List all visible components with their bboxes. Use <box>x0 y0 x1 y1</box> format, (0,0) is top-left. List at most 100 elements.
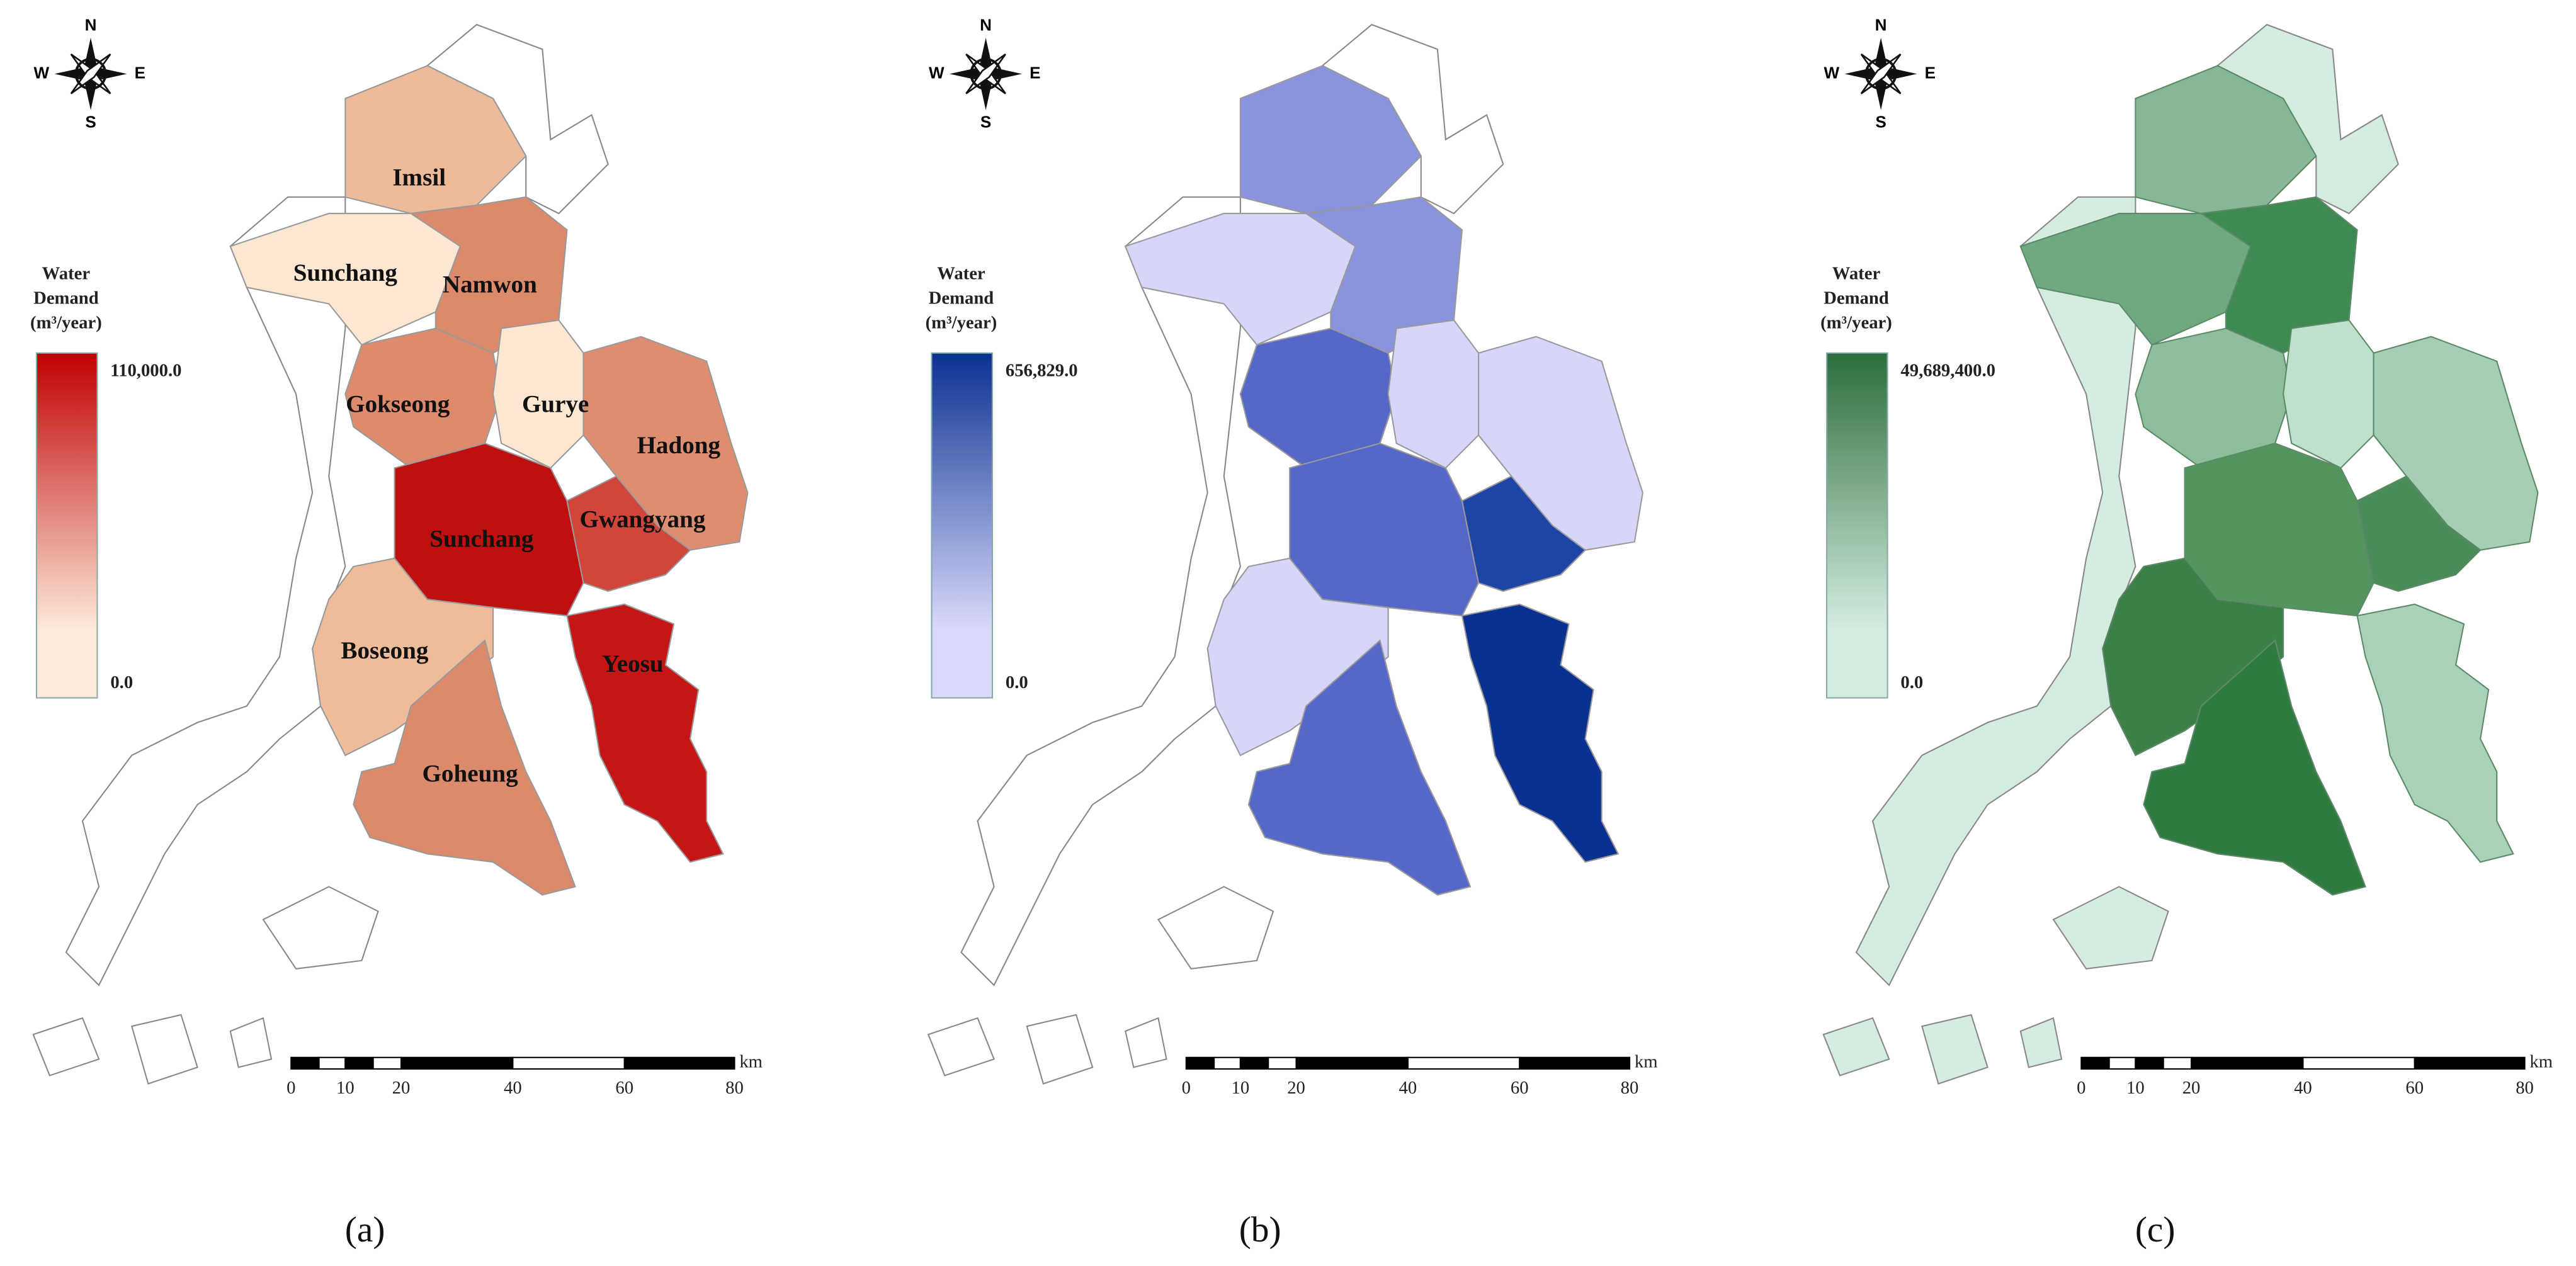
legend-min: 0.0 <box>1900 672 1923 692</box>
district <box>1247 639 1472 896</box>
caption: (c) <box>2135 1210 2176 1250</box>
compass-label: E <box>135 63 145 82</box>
legend-max: 110,000.0 <box>110 360 181 380</box>
compass-label: E <box>1030 63 1040 82</box>
region-label: Sunchang <box>293 259 398 286</box>
district <box>1461 603 1620 863</box>
compass-label: N <box>85 16 97 35</box>
coast-outline <box>960 196 1241 986</box>
scale-segment <box>2135 1056 2164 1070</box>
scale-label: 60 <box>615 1078 633 1098</box>
coast-outline <box>262 886 379 970</box>
scale-label: 80 <box>1621 1078 1639 1098</box>
scale-unit: km <box>2529 1051 2553 1071</box>
district <box>492 319 584 469</box>
scale-label: 20 <box>1287 1078 1305 1098</box>
district <box>1478 336 1643 551</box>
legend-max: 49,689,400.0 <box>1900 360 1995 380</box>
scale-segment <box>2302 1056 2415 1070</box>
legend-gradient <box>1825 352 1888 699</box>
legend-title: Water <box>937 263 985 283</box>
region-label: Goheung <box>422 760 518 788</box>
coast-outline <box>1125 1017 1167 1068</box>
map-panel: N E S W Water Demand (m³/year) 110,000.0 0.0 0 10 2… <box>30 16 763 1099</box>
district <box>1387 319 1480 469</box>
compass-label: N <box>980 16 992 35</box>
compass-ring <box>1864 57 1897 90</box>
scale-label: 80 <box>725 1078 744 1098</box>
scale-segment <box>2080 1056 2110 1070</box>
district <box>2373 336 2539 551</box>
compass-label: W <box>1824 63 1840 82</box>
compass-ring <box>74 57 107 90</box>
scale-segment <box>512 1056 625 1070</box>
scale-label: 10 <box>2126 1078 2145 1098</box>
compass-label: E <box>1925 63 1936 82</box>
scale-segment <box>1185 1056 1215 1070</box>
scale-label: 0 <box>2077 1078 2085 1098</box>
coast-outline <box>65 196 346 986</box>
district <box>1289 443 1480 617</box>
legend-title: (m³/year) <box>30 313 102 333</box>
scale-label: 10 <box>336 1078 355 1098</box>
coast-outline <box>2052 886 2169 970</box>
district <box>2356 603 2514 863</box>
scale-label: 40 <box>2294 1078 2312 1098</box>
district <box>566 603 724 863</box>
district <box>353 639 576 896</box>
scale-label: 0 <box>287 1078 295 1098</box>
scale-label: 60 <box>1511 1078 1529 1098</box>
coast-outline <box>32 1017 100 1077</box>
scale-label: 10 <box>1232 1078 1250 1098</box>
compass-label: S <box>1875 113 1886 132</box>
region-label: Hadong <box>637 432 721 459</box>
scale-label: 40 <box>504 1078 522 1098</box>
coast-outline <box>229 1017 273 1068</box>
coast-outline <box>2019 1017 2063 1068</box>
coast-outline <box>927 1017 995 1077</box>
district <box>582 336 749 551</box>
district <box>2283 319 2375 469</box>
compass-label: S <box>85 113 96 132</box>
compass-label: W <box>929 63 945 82</box>
legend-min: 0.0 <box>110 672 133 692</box>
scale-segment <box>1519 1056 1631 1070</box>
scale-label: 0 <box>1182 1078 1191 1098</box>
scale-segment <box>400 1056 514 1070</box>
scale-segment <box>1295 1056 1409 1070</box>
caption: (b) <box>1239 1210 1281 1250</box>
scale-segment <box>2162 1056 2193 1070</box>
scale-unit: km <box>1635 1051 1658 1071</box>
district <box>2143 639 2366 896</box>
legend-min: 0.0 <box>1006 672 1028 692</box>
scale-segment <box>1213 1056 1241 1070</box>
scale-segment <box>623 1056 735 1070</box>
scale-segment <box>2414 1056 2526 1070</box>
region-label: Yeosu <box>602 650 664 677</box>
map-panel: N E S W Water Demand (m³/year) 49,689,400.0 0.0 0… <box>1820 16 2553 1099</box>
scale-segment <box>372 1056 402 1070</box>
scale-label: 40 <box>1399 1078 1417 1098</box>
district <box>1461 475 1587 592</box>
scale-label: 20 <box>2182 1078 2201 1098</box>
scale-label: 20 <box>392 1078 411 1098</box>
district <box>2135 65 2317 215</box>
region-label: Sunchang <box>429 526 534 553</box>
legend-title: Water <box>1832 263 1881 283</box>
scale-segment <box>1239 1056 1269 1070</box>
coast-outline <box>1822 1017 1890 1077</box>
region-label: Gwangyang <box>579 506 705 533</box>
scale-label: 80 <box>2516 1078 2534 1098</box>
scale-segment <box>290 1056 320 1070</box>
district <box>344 65 527 215</box>
scale-label: 60 <box>2405 1078 2424 1098</box>
scale-segment <box>1268 1056 1297 1070</box>
legend-gradient <box>35 352 98 699</box>
legend-title: Demand <box>33 288 99 308</box>
scale-segment <box>2191 1056 2304 1070</box>
coast-outline <box>130 1014 198 1085</box>
district <box>2184 443 2375 617</box>
coast-outline <box>1026 1014 1094 1085</box>
